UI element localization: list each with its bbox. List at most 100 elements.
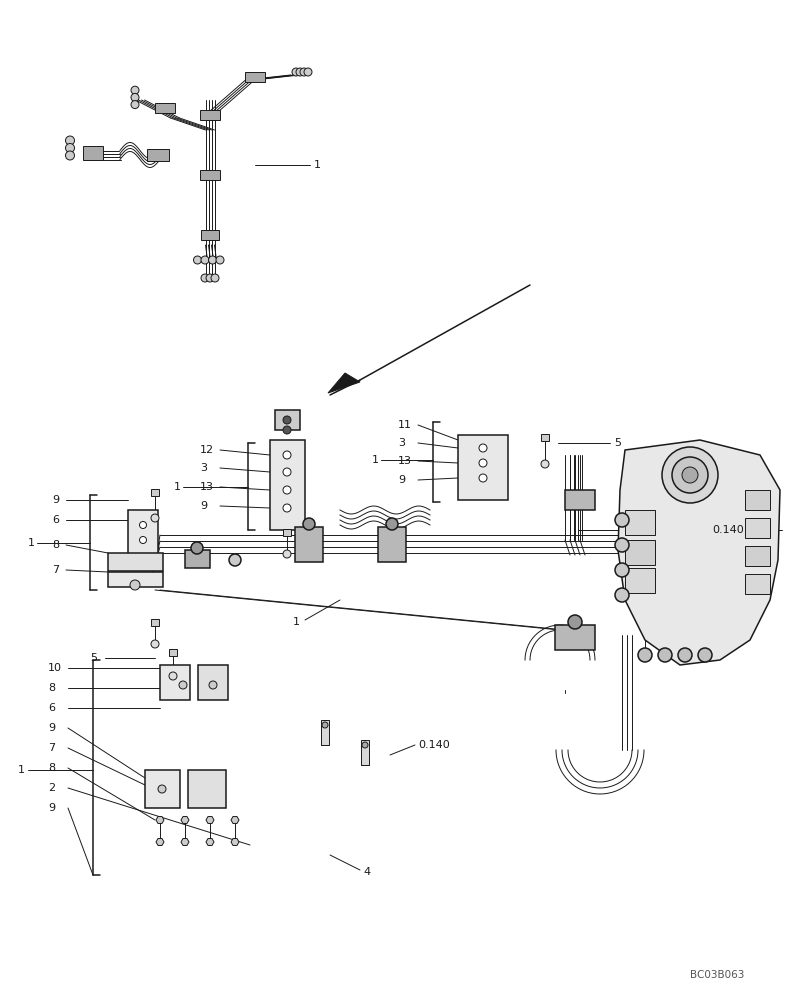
Bar [245,72,265,82]
Circle shape [140,522,146,528]
Text: 12: 12 [200,445,214,455]
Text: 8: 8 [48,763,55,773]
Text: 7: 7 [48,743,55,753]
Polygon shape [156,817,164,823]
Polygon shape [328,373,360,393]
Bar [745,574,770,594]
Bar [625,510,655,535]
Text: 5: 5 [90,653,97,663]
Circle shape [179,681,187,689]
Circle shape [211,274,219,282]
Circle shape [479,459,487,467]
Circle shape [672,457,708,493]
Circle shape [216,256,224,264]
Circle shape [283,468,291,476]
Circle shape [208,256,217,264]
Circle shape [682,467,698,483]
Circle shape [283,451,291,459]
Circle shape [201,274,209,282]
Circle shape [296,68,304,76]
Circle shape [151,640,159,648]
Text: 2: 2 [48,783,55,793]
Circle shape [479,474,487,482]
Bar [151,489,159,496]
Circle shape [292,68,300,76]
Polygon shape [181,839,189,845]
Circle shape [615,588,629,602]
Circle shape [193,256,201,264]
Circle shape [698,648,712,662]
Bar [283,529,291,536]
Bar [625,540,655,565]
Circle shape [209,681,217,689]
Circle shape [65,136,74,145]
Bar [458,435,508,500]
Bar [201,230,219,240]
Bar [321,720,329,745]
Text: 0.140: 0.140 [418,740,450,750]
Bar [185,550,210,568]
Text: 11: 11 [398,420,412,430]
Circle shape [158,785,166,793]
Circle shape [615,563,629,577]
Bar [745,490,770,510]
Circle shape [615,538,629,552]
Bar [275,410,300,430]
Polygon shape [231,839,239,845]
Polygon shape [206,817,214,823]
Circle shape [662,447,718,503]
Bar [198,665,228,700]
Bar [83,146,103,160]
Text: 13: 13 [398,456,412,466]
Bar [555,625,595,650]
Text: 13: 13 [200,482,214,492]
Bar [169,649,177,656]
Text: 1: 1 [28,538,35,548]
Bar [147,149,169,161]
Circle shape [65,151,74,160]
Text: 6: 6 [52,515,59,525]
Circle shape [283,486,291,494]
Text: 9: 9 [48,723,55,733]
Bar [745,546,770,566]
Circle shape [131,86,139,94]
Circle shape [362,742,368,748]
Circle shape [638,648,652,662]
Bar [745,518,770,538]
Circle shape [131,93,139,101]
Circle shape [615,513,629,527]
Bar [270,440,305,530]
Text: 3: 3 [200,463,207,473]
Circle shape [300,68,308,76]
Circle shape [151,514,159,522]
Text: 8: 8 [48,683,55,693]
Polygon shape [181,817,189,823]
Bar [200,110,220,120]
Bar [151,619,159,626]
Text: BC03B063: BC03B063 [690,970,744,980]
Text: 3: 3 [398,438,405,448]
Bar [625,568,655,593]
Text: 1: 1 [314,160,321,170]
Bar [145,770,180,808]
Text: 9: 9 [48,803,55,813]
Circle shape [169,672,177,680]
Circle shape [65,143,74,152]
Text: 9: 9 [52,495,59,505]
Circle shape [229,554,241,566]
Text: 4: 4 [363,867,370,877]
Text: 6: 6 [48,703,55,713]
Bar [160,665,190,700]
Bar [108,553,163,571]
Polygon shape [206,839,214,845]
Text: 1: 1 [372,455,379,465]
Text: 1: 1 [293,617,300,627]
Text: 9: 9 [200,501,207,511]
Circle shape [191,542,203,554]
Bar [541,434,549,441]
Text: 9: 9 [398,475,405,485]
Circle shape [568,615,582,629]
Circle shape [322,722,328,728]
Circle shape [386,518,398,530]
Circle shape [304,68,312,76]
